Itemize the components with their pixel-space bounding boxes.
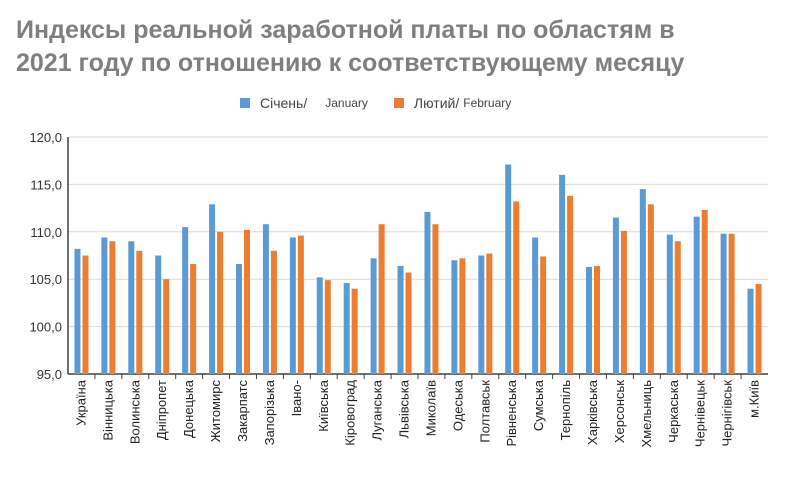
x-tick-label: Чернівецьк bbox=[693, 380, 708, 447]
bar-february bbox=[217, 231, 224, 374]
x-tick-label: Тернопіль bbox=[558, 380, 573, 441]
bar-february bbox=[647, 204, 654, 374]
bar-january bbox=[639, 189, 646, 374]
legend-item-february: Лютий/ February bbox=[393, 95, 512, 111]
bar-january bbox=[612, 217, 619, 374]
bar-january bbox=[693, 216, 700, 374]
x-tick-label: Херсонськ bbox=[612, 380, 627, 443]
legend-item-january: Січень/ January bbox=[240, 95, 368, 111]
bar-february bbox=[378, 224, 385, 374]
bar-february bbox=[244, 229, 250, 374]
bar-january bbox=[209, 204, 216, 374]
chart-title: Индексы реальной заработной платы по обл… bbox=[16, 14, 786, 80]
bar-february bbox=[324, 280, 331, 374]
y-tick-label: 100,0 bbox=[29, 320, 62, 335]
x-tick-label: Донецька bbox=[181, 379, 196, 438]
bar-january bbox=[343, 282, 350, 374]
bar-january bbox=[155, 255, 162, 374]
y-tick-label: 110,0 bbox=[30, 225, 62, 240]
x-tick-label: Івано- bbox=[289, 380, 304, 416]
x-tick-label: Волинська bbox=[127, 379, 142, 444]
bar-february bbox=[594, 265, 600, 374]
bar-february bbox=[701, 209, 708, 374]
bar-january bbox=[236, 264, 242, 374]
x-tick-label: Вінницька bbox=[100, 379, 115, 440]
bar-february bbox=[459, 258, 466, 374]
legend-swatch-february bbox=[393, 98, 404, 108]
x-tick-label: Рівненська bbox=[504, 379, 519, 446]
bar-january bbox=[101, 237, 108, 374]
chart-title-line-1: Индексы реальной заработной платы по обл… bbox=[16, 16, 675, 44]
bar-january bbox=[182, 227, 189, 374]
legend-label-february-en: February bbox=[463, 96, 512, 110]
chart-legend: Січень/ January Лютий/ February bbox=[240, 95, 537, 111]
y-tick-label: 105,0 bbox=[29, 272, 62, 287]
bar-january bbox=[505, 164, 512, 374]
bar-february bbox=[190, 264, 197, 374]
x-tick-label: Харківська bbox=[585, 379, 600, 445]
chart-title-line-2: 2021 году по отношению к соответствующем… bbox=[16, 49, 685, 77]
bar-january bbox=[316, 277, 323, 374]
legend-label-january-en: January bbox=[325, 96, 368, 110]
bar-january bbox=[128, 241, 135, 374]
bar-january bbox=[289, 237, 296, 374]
bar-february bbox=[297, 235, 304, 374]
bar-february bbox=[351, 288, 358, 374]
bar-january bbox=[370, 258, 377, 374]
x-tick-label: Львівська bbox=[397, 379, 412, 438]
legend-label-january-ua: Січень/ bbox=[260, 95, 308, 111]
x-tick-label: м.Київ bbox=[747, 380, 762, 418]
legend-label-february-ua: Лютий/ bbox=[413, 95, 460, 111]
bar-january bbox=[586, 266, 592, 374]
bar-february bbox=[405, 272, 412, 374]
x-tick-label: Україна bbox=[73, 379, 88, 426]
x-tick-label: Луганська bbox=[370, 379, 385, 440]
bar-january bbox=[559, 174, 566, 374]
y-tick-label: 120,0 bbox=[29, 130, 62, 145]
bar-january bbox=[424, 211, 431, 374]
bar-february bbox=[540, 256, 547, 374]
bar-january bbox=[747, 288, 754, 374]
bar-january bbox=[74, 248, 81, 374]
bar-january bbox=[666, 234, 673, 374]
x-tick-label: Запорізька bbox=[262, 379, 277, 445]
bar-february bbox=[567, 195, 574, 374]
legend-swatch-january bbox=[240, 98, 250, 108]
bar-february bbox=[82, 255, 89, 374]
x-tick-label: Хмельниць bbox=[639, 380, 654, 448]
bar-february bbox=[620, 230, 627, 374]
bar-february bbox=[486, 253, 493, 374]
bar-february bbox=[270, 250, 277, 374]
x-tick-label: Черкаська bbox=[666, 379, 681, 443]
bar-february bbox=[432, 224, 439, 374]
bar-february bbox=[109, 241, 116, 374]
bar-january bbox=[262, 224, 269, 374]
x-tick-label: Дніпропет bbox=[154, 380, 169, 440]
bar-february bbox=[136, 250, 143, 374]
x-tick-label: Кіровоград bbox=[343, 380, 358, 446]
bar-january bbox=[397, 265, 404, 374]
x-tick-label: Закарпатс bbox=[235, 380, 250, 442]
y-tick-label: 115,0 bbox=[30, 177, 62, 192]
x-tick-label: Одеська bbox=[450, 379, 465, 431]
bar-january bbox=[532, 237, 539, 374]
bar-january bbox=[451, 260, 458, 374]
x-tick-label: Чернігівськ bbox=[720, 380, 735, 447]
bar-january bbox=[478, 255, 485, 374]
x-tick-label: Київська bbox=[316, 379, 331, 431]
bar-january bbox=[720, 233, 727, 374]
bar-february bbox=[674, 241, 681, 374]
y-tick-label: 95,0 bbox=[37, 367, 62, 382]
x-tick-label: Житомирс bbox=[208, 380, 223, 443]
bar-february bbox=[755, 283, 762, 374]
x-tick-label: Миколаїв bbox=[423, 380, 438, 436]
bar-february bbox=[513, 201, 520, 374]
x-tick-label: Полтавськ bbox=[477, 380, 492, 443]
bar-february bbox=[728, 233, 735, 374]
bar-february bbox=[163, 279, 170, 374]
x-tick-label: Сумська bbox=[531, 379, 546, 431]
